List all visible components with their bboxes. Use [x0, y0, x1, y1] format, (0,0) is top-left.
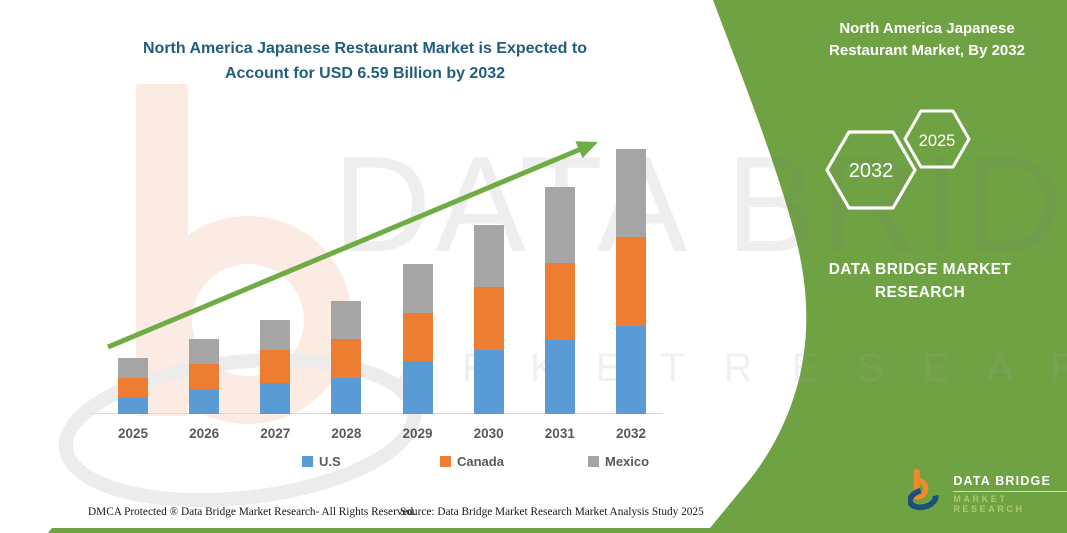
source-note: Source: Data Bridge Market Research Mark…	[400, 506, 704, 518]
legend-swatch	[302, 456, 313, 467]
bar-segment-us	[544, 340, 575, 414]
legend-label: U.S	[319, 454, 341, 469]
legend-swatch	[440, 456, 451, 467]
stacked-bar-2025	[118, 358, 148, 414]
x-axis-label-2031: 2031	[544, 426, 575, 441]
chart-title-line1: North America Japanese Restaurant Market…	[142, 40, 587, 57]
bar-segment-us	[615, 326, 646, 414]
hexagon-2032-label: 2032	[849, 160, 894, 182]
panel-heading-line1: North America Japanese	[839, 20, 1015, 37]
legend-item-us: U.S	[302, 454, 341, 469]
stacked-bar-2032	[615, 149, 646, 414]
bar-segment-us	[189, 389, 220, 414]
panel-heading-line2: Restaurant Market, By 2032	[829, 42, 1025, 59]
x-axis-label-2029: 2029	[402, 426, 433, 441]
brand-line2: RESEARCH	[874, 284, 966, 301]
hexagon-2032-icon	[825, 130, 917, 210]
chart-title-line2: Account for USD 6.59 Billion by 2032	[224, 65, 506, 82]
x-axis-label-2030: 2030	[473, 426, 504, 441]
chart-title: North America Japanese Restaurant Market…	[95, 36, 635, 86]
data-bridge-logo: DATA BRIDGE MARKET RESEARCH	[908, 466, 1067, 514]
legend-swatch	[588, 456, 599, 467]
hexagon-2025-label: 2025	[919, 132, 956, 150]
x-axis-label-2025: 2025	[117, 426, 149, 441]
bar-segment-us	[331, 378, 362, 414]
brand-line1: DATA BRIDGE MARKET	[828, 261, 1012, 278]
brand-name: DATA BRIDGE MARKET RESEARCH	[815, 258, 1025, 304]
legend-item-canada: Canada	[440, 454, 504, 469]
bar-segment-us	[402, 361, 433, 414]
hexagon-2025-icon	[903, 109, 971, 169]
panel-heading: North America Japanese Restaurant Market…	[802, 18, 1052, 62]
legend-item-mexico: Mexico	[588, 454, 649, 469]
logo-tagline: MARKET RESEARCH	[953, 494, 1025, 514]
bar-segment-canada	[615, 237, 646, 326]
bar-segment-us	[118, 397, 148, 414]
legend-label: Mexico	[605, 454, 650, 469]
x-axis-label-2027: 2027	[260, 426, 291, 441]
bar-segment-canada	[260, 350, 291, 383]
bar-segment-mexico	[118, 358, 148, 378]
logo-text: DATA BRIDGE MARKET RESEARCH	[953, 466, 1067, 514]
legend-label: Canada	[457, 454, 504, 469]
x-axis-label-2026: 2026	[189, 426, 220, 441]
data-bridge-logo-icon	[908, 468, 939, 511]
bar-segment-canada	[118, 378, 148, 397]
x-axis-line	[90, 413, 663, 414]
bar-segment-canada	[189, 364, 220, 389]
x-axis-label-2032: 2032	[615, 426, 646, 441]
x-axis-label-2028: 2028	[331, 426, 362, 441]
logo-wordmark: DATA BRIDGE	[953, 474, 1067, 492]
bar-segment-mexico	[615, 149, 646, 237]
dmca-notice: DMCA Protected ® Data Bridge Market Rese…	[88, 506, 416, 518]
bar-segment-us	[260, 383, 291, 414]
bar-segment-us	[473, 350, 504, 414]
